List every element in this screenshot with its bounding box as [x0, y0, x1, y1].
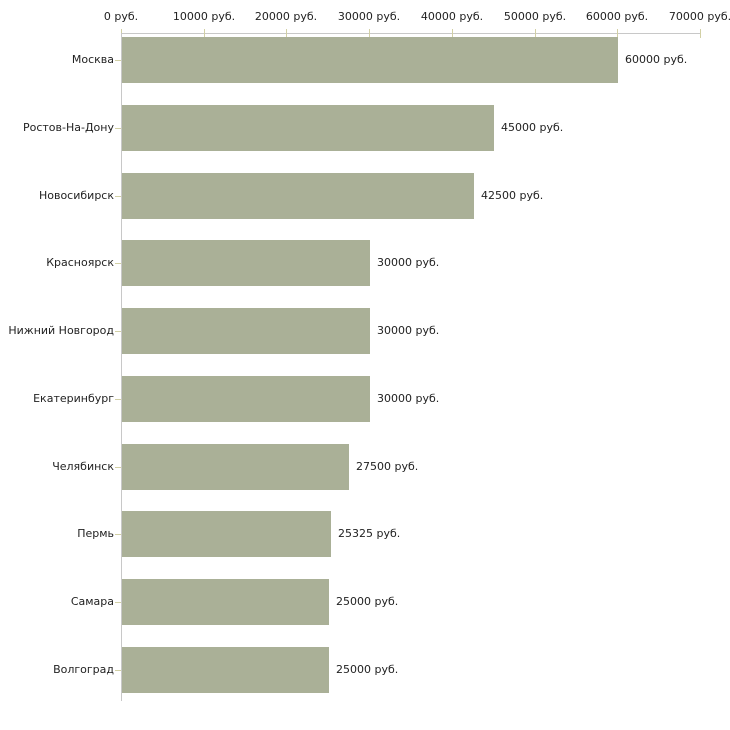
- x-axis-tick-label: 30000 руб.: [337, 10, 401, 23]
- x-axis-line: [121, 33, 700, 34]
- x-axis-tick-label: 50000 руб.: [503, 10, 567, 23]
- category-label: Челябинск: [52, 460, 114, 473]
- category-tick-mark: [115, 399, 121, 400]
- bar: [122, 647, 329, 693]
- category-tick-mark: [115, 128, 121, 129]
- category-tick-mark: [115, 670, 121, 671]
- category-tick-mark: [115, 331, 121, 332]
- bar: [122, 308, 370, 354]
- bar: [122, 376, 370, 422]
- bar: [122, 37, 618, 83]
- x-axis-tick-mark: [535, 29, 536, 38]
- category-label: Нижний Новгород: [8, 324, 114, 337]
- category-tick-mark: [115, 196, 121, 197]
- category-tick-mark: [115, 60, 121, 61]
- bar: [122, 511, 331, 557]
- value-label: 42500 руб.: [481, 189, 544, 202]
- category-tick-mark: [115, 534, 121, 535]
- x-axis-tick-label: 10000 руб.: [172, 10, 236, 23]
- bar: [122, 444, 349, 490]
- x-axis-tick-mark: [286, 29, 287, 38]
- value-label: 45000 руб.: [501, 121, 564, 134]
- x-axis-tick-label: 60000 руб.: [585, 10, 649, 23]
- x-axis-tick-mark: [617, 29, 618, 38]
- x-axis-tick-label: 20000 руб.: [254, 10, 318, 23]
- value-label: 30000 руб.: [377, 256, 440, 269]
- value-label: 30000 руб.: [377, 392, 440, 405]
- bar: [122, 240, 370, 286]
- category-tick-mark: [115, 467, 121, 468]
- category-tick-mark: [115, 263, 121, 264]
- value-label: 25000 руб.: [336, 663, 399, 676]
- x-axis-tick-label: 40000 руб.: [420, 10, 484, 23]
- x-axis-tick-label: 0 руб.: [103, 10, 139, 23]
- x-axis-tick-mark: [369, 29, 370, 38]
- category-label: Пермь: [77, 527, 114, 540]
- category-label: Ростов-На-Дону: [22, 121, 114, 134]
- bar: [122, 173, 474, 219]
- category-label: Красноярск: [46, 256, 114, 269]
- value-label: 30000 руб.: [377, 324, 440, 337]
- x-axis-tick-label: 70000 руб.: [668, 10, 730, 23]
- y-axis-line: [121, 33, 122, 701]
- category-label: Самара: [70, 595, 114, 608]
- value-label: 25325 руб.: [338, 527, 401, 540]
- bar: [122, 579, 329, 625]
- value-label: 60000 руб.: [625, 53, 688, 66]
- category-label: Москва: [71, 53, 114, 66]
- bar: [122, 105, 494, 151]
- value-label: 25000 руб.: [336, 595, 399, 608]
- category-label: Екатеринбург: [33, 392, 114, 405]
- category-label: Новосибирск: [38, 189, 114, 202]
- category-label: Волгоград: [53, 663, 114, 676]
- x-axis-tick-mark: [452, 29, 453, 38]
- value-label: 27500 руб.: [356, 460, 419, 473]
- category-tick-mark: [115, 602, 121, 603]
- x-axis-tick-mark: [204, 29, 205, 38]
- x-axis-tick-mark: [700, 29, 701, 38]
